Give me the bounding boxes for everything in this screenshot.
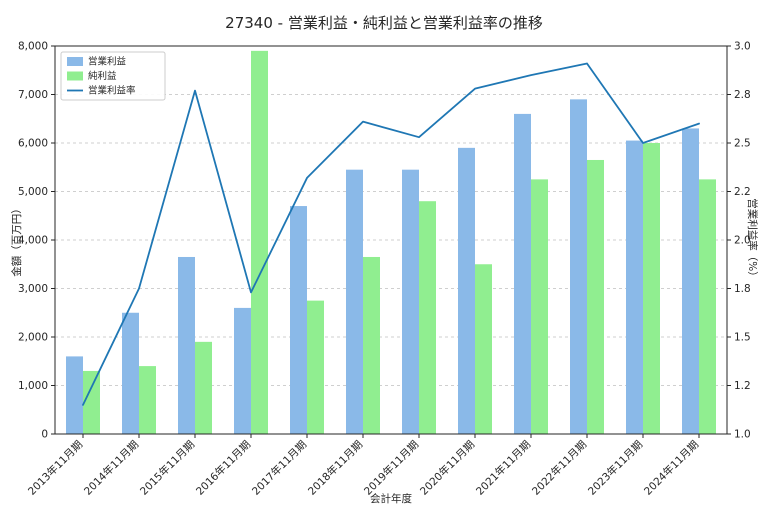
y-axis-right-tick-label: 1.2	[734, 380, 751, 392]
y-axis-right-tick-label: 1.0	[734, 429, 751, 441]
legend-swatch-1	[67, 57, 83, 66]
x-axis-tick-label: 2017年11月期	[249, 438, 309, 498]
bar-net-profit	[475, 264, 492, 434]
x-axis-tick-label: 2015年11月期	[137, 438, 197, 498]
bar-net-profit	[139, 366, 156, 434]
bar-net-profit	[307, 300, 324, 434]
bar-operating-profit	[178, 256, 195, 434]
legend-box	[60, 51, 166, 101]
y-axis-left-label: 金額（百万円）	[11, 203, 23, 277]
line-operating-margin	[82, 62, 700, 406]
y-axis-left-tick-label: 7,000	[18, 89, 48, 101]
chart-title: 27340 - 営業利益・純利益と営業利益率の推移	[225, 14, 543, 32]
bars-operating-profit	[66, 99, 699, 435]
legend-label-2: 純利益	[88, 70, 117, 82]
y-axis-left-tick-label: 3,000	[18, 283, 48, 295]
bar-net-profit	[419, 201, 436, 434]
bar-net-profit	[643, 143, 660, 434]
bar-operating-profit	[458, 147, 475, 434]
bar-operating-profit	[682, 128, 699, 434]
bar-operating-profit	[234, 307, 251, 434]
y-axis-right-label: 営業利益率（%）	[746, 198, 758, 282]
y-axis-right-tick-label: 2.8	[734, 89, 751, 101]
x-axis-label: 会計年度	[370, 493, 412, 505]
x-axis-tick-label: 2019年11月期	[361, 438, 421, 498]
bar-net-profit	[587, 159, 604, 434]
y-axis-left-tick-label: 0	[41, 429, 48, 441]
x-axis-tick-label: 2024年11月期	[641, 438, 701, 498]
bar-net-profit	[195, 341, 212, 434]
bars-net-profit	[83, 50, 716, 434]
x-axis-tick-label: 2023年11月期	[585, 438, 645, 498]
x-axis-tick-label: 2020年11月期	[417, 438, 477, 498]
x-axis-tick-label: 2016年11月期	[193, 438, 253, 498]
y-axis-right-tick-label: 2.0	[734, 235, 751, 247]
y-axis-left-tick-label: 2,000	[18, 332, 48, 344]
bar-net-profit	[531, 179, 548, 434]
y-axis-right-tick-label: 1.8	[734, 283, 751, 295]
y-axis-left-tick-label: 6,000	[18, 138, 48, 150]
x-axis-tick-label: 2021年11月期	[473, 438, 533, 498]
y-axis-left-tick-label: 1,000	[18, 380, 48, 392]
x-axis-tick-label: 2022年11月期	[529, 438, 589, 498]
bar-net-profit	[699, 179, 716, 434]
bar-operating-profit	[402, 169, 419, 435]
bar-net-profit	[363, 256, 380, 434]
bar-operating-profit	[290, 206, 307, 434]
x-axis-tick-label: 2013年11月期	[25, 438, 85, 498]
y-axis-left-tick-label: 5,000	[18, 186, 48, 198]
x-axis-tick-label: 2014年11月期	[81, 438, 141, 498]
bar-net-profit	[251, 50, 268, 434]
y-axis-right-tick-label: 1.5	[734, 332, 751, 344]
bar-operating-profit	[626, 140, 643, 434]
legend-swatch-2	[67, 71, 83, 81]
y-axis-right-tick-label: 2.5	[734, 138, 751, 150]
y-axis-right-tick-label: 3.0	[734, 41, 751, 53]
legend-label-1: 営業利益	[88, 56, 127, 68]
bar-net-profit	[83, 370, 100, 434]
bar-operating-profit	[346, 169, 363, 435]
grid-lines	[55, 94, 727, 386]
y-axis-left-tick-label: 8,000	[18, 41, 48, 53]
bar-operating-profit	[514, 113, 531, 435]
legend-label-3: 営業利益率	[88, 85, 136, 97]
bar-operating-profit	[66, 356, 83, 434]
bar-operating-profit	[570, 99, 587, 434]
y-axis-right-tick-label: 2.2	[734, 186, 751, 198]
bar-operating-profit	[122, 312, 139, 434]
x-axis-tick-label: 2018年11月期	[305, 438, 365, 498]
y-axis-left-tick-label: 4,000	[18, 235, 48, 247]
